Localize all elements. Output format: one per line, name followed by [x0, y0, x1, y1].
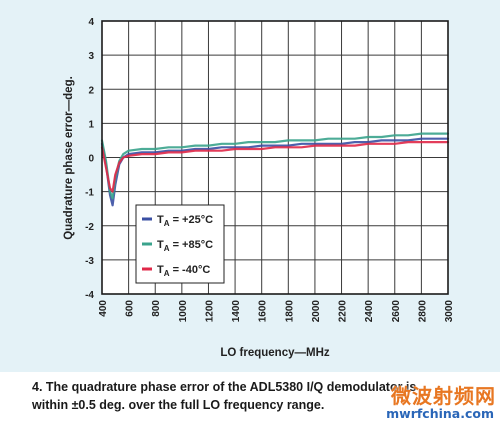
x-tick-label: 2400	[364, 300, 375, 323]
x-tick-label: 2000	[311, 300, 322, 323]
y-tick-label: 2	[88, 85, 94, 96]
legend-entry-2: TA = -40°C	[157, 264, 210, 278]
figure-panel: 400 600 800 1000 1200 1400 1600 1800 2000 2200 240…	[0, 0, 500, 372]
x-tick-label: 1400	[231, 300, 242, 323]
series-line-2	[100, 141, 450, 193]
x-tick-label: 400	[98, 300, 109, 317]
x-tick-label: 800	[151, 300, 162, 317]
x-tick-label: 3000	[444, 300, 455, 323]
x-tick-label: 2800	[417, 300, 428, 323]
y-tick-label: 4	[88, 17, 94, 28]
watermark-logo: 微波射频网 mwrfchina.com	[370, 380, 498, 426]
x-tick-label: 1600	[258, 300, 269, 323]
y-tick-label: -2	[85, 222, 94, 233]
watermark-url: mwrfchina.com	[386, 406, 494, 421]
phase-error-chart: 400 600 800 1000 1200 1400 1600 1800 2000 2200 240…	[63, 17, 455, 359]
y-axis-label: Quadrature phase error—deg.	[63, 76, 75, 240]
y-tick-label: 3	[88, 51, 94, 62]
x-tick-label: 600	[125, 300, 136, 317]
x-tick-label: 1200	[204, 300, 215, 323]
watermark-chinese-text: 微波射频网	[391, 384, 496, 408]
legend: TA = +25°C TA = +85°C TA = -40°C	[135, 204, 225, 284]
legend-entry-1: TA = +85°C	[157, 239, 213, 253]
x-tick-label: 2600	[391, 300, 402, 323]
x-tick-label: 1000	[178, 300, 189, 323]
series-line-1	[100, 132, 450, 200]
figure-caption: 4. The quadrature phase error of the ADL…	[32, 378, 492, 414]
y-tick-label: -1	[85, 188, 94, 199]
caption-line-2: within ±0.5 deg. over the full LO freque…	[32, 398, 325, 412]
y-tick-label: 0	[88, 154, 94, 165]
x-tick-label: 2200	[338, 300, 349, 323]
caption-line-1: 4. The quadrature phase error of the ADL…	[32, 380, 417, 394]
legend-entry-0: TA = +25°C	[157, 214, 213, 228]
y-tick-label: -3	[85, 256, 94, 267]
x-tick-label: 1800	[284, 300, 295, 323]
y-tick-label: -4	[85, 290, 94, 301]
x-axis-label: LO frequency—MHz	[220, 347, 330, 359]
plot-border	[101, 20, 449, 295]
y-tick-label: 1	[88, 119, 94, 130]
